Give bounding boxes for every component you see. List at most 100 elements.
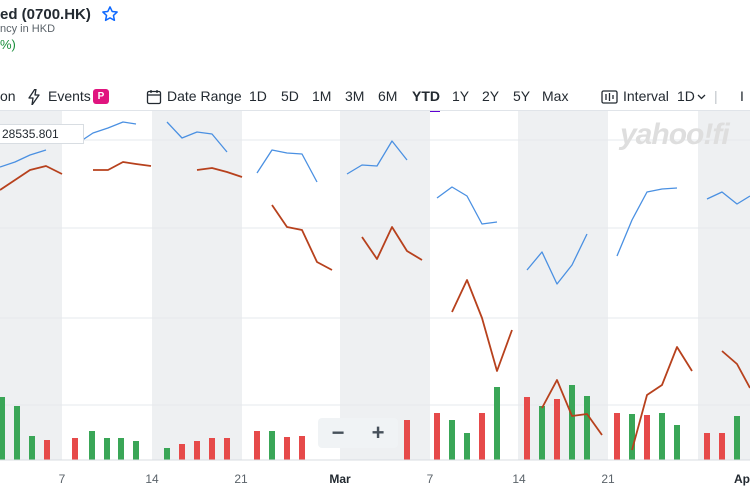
weekend-band: [152, 111, 242, 460]
lightning-icon: [28, 89, 40, 105]
comparison-line-segment: [196, 167, 243, 178]
volume-bar: [179, 444, 185, 460]
interval-label[interactable]: Interval: [623, 88, 669, 104]
stock-chart[interactable]: [0, 111, 750, 466]
range-max[interactable]: Max: [542, 88, 569, 104]
price-line-segment: [256, 149, 318, 183]
range-5d[interactable]: 5D: [281, 88, 299, 104]
crosshair-value-label: 28535.801: [0, 124, 84, 144]
date-range-button[interactable]: Date Range: [167, 88, 242, 104]
price-line-segment: [77, 121, 137, 144]
weekend-bands: [0, 111, 750, 460]
price-line-segment: [526, 233, 588, 285]
price-line-segment: [616, 187, 678, 257]
volume-bar: [704, 433, 710, 460]
weekend-band: [518, 111, 608, 460]
range-5y[interactable]: 5Y: [513, 88, 531, 104]
x-tick-label: 14: [512, 472, 526, 486]
candlestick-icon: [601, 90, 618, 104]
range-1d[interactable]: 1D: [249, 88, 267, 104]
zoom-controls: − +: [318, 418, 398, 448]
comparison-line-segment: [93, 161, 152, 171]
volume-bar: [734, 416, 740, 460]
grid-lines: [0, 139, 750, 406]
price-line-segment: [346, 140, 408, 175]
volume-bar: [299, 436, 305, 460]
comparison-line-segment: [721, 350, 750, 389]
volume-bar: [494, 387, 500, 460]
volume-bar: [209, 438, 215, 460]
volume-bar: [434, 413, 440, 460]
indicators-button[interactable]: I: [740, 88, 744, 104]
x-axis: 7 14 21 Mar 7 14 21 Ap: [0, 466, 750, 486]
range-ytd[interactable]: YTD: [412, 88, 440, 104]
volume-bar: [44, 440, 50, 460]
chart-toolbar: on Events P Date Range 1D 5D 1M 3M 6M YT…: [0, 84, 750, 112]
events-button[interactable]: Events: [48, 88, 91, 104]
volume-bar: [14, 406, 20, 460]
comparison-line-segment: [0, 165, 63, 191]
volume-bar: [89, 431, 95, 460]
premium-badge-icon: P: [93, 89, 109, 104]
volume-bar: [224, 438, 230, 460]
price-line-segment: [706, 191, 750, 205]
price-line-segment: [436, 186, 498, 225]
volume-bar: [569, 385, 575, 460]
volume-bar: [659, 413, 665, 460]
price-line-segment: [0, 149, 47, 168]
volume-bar: [674, 425, 680, 460]
volume-bar: [614, 413, 620, 460]
weekend-band: [340, 111, 430, 460]
zoom-in-button[interactable]: +: [371, 420, 385, 445]
volume-bar: [133, 441, 139, 460]
volume-bar: [554, 399, 560, 460]
volume-bar: [269, 431, 275, 460]
x-tick-label: Mar: [329, 472, 351, 486]
range-1y[interactable]: 1Y: [452, 88, 470, 104]
price-line-segment: [166, 121, 228, 153]
comparison-line-segment: [631, 346, 693, 451]
volume-bar: [644, 415, 650, 460]
weekend-band: [698, 111, 750, 460]
range-1m[interactable]: 1M: [312, 88, 332, 104]
x-tick-label: 7: [58, 472, 66, 486]
star-icon[interactable]: [101, 5, 119, 23]
volume-bar: [464, 433, 470, 460]
ticker-title: ed (0700.HK): [0, 5, 91, 23]
toolbar-separator: |: [714, 88, 718, 104]
volume-bar: [479, 413, 485, 460]
volume-bar: [539, 406, 545, 460]
volume-bar: [524, 397, 530, 460]
yahoo-finance-watermark: yahoo!fi: [620, 118, 730, 151]
comparison-line-segment: [451, 279, 513, 372]
interval-value[interactable]: 1D: [677, 88, 695, 104]
range-2y[interactable]: 2Y: [482, 88, 500, 104]
volume-bar: [118, 438, 124, 460]
volume-bar: [584, 396, 590, 460]
x-tick-label: 14: [145, 472, 159, 486]
zoom-out-button[interactable]: −: [331, 420, 345, 445]
calendar-icon: [146, 90, 162, 105]
chevron-down-icon[interactable]: [697, 94, 706, 100]
volume-bar: [0, 397, 5, 460]
volume-bar: [29, 436, 35, 460]
volume-bar: [284, 437, 290, 460]
range-6m[interactable]: 6M: [378, 88, 398, 104]
x-tick-label: 21: [601, 472, 615, 486]
comparison-line-segment: [271, 204, 333, 271]
price-lines: [0, 121, 750, 451]
x-tick-label: Ap: [734, 472, 750, 486]
toolbar-divider: [0, 110, 750, 111]
x-tick-label: 7: [426, 472, 434, 486]
volume-bar: [404, 420, 410, 460]
volume-bar: [629, 414, 635, 460]
change-percent: %): [0, 37, 16, 52]
volume-bar: [104, 438, 110, 460]
comparison-line-segment: [361, 226, 423, 261]
range-3m[interactable]: 3M: [345, 88, 365, 104]
volume-bar: [719, 433, 725, 460]
x-tick-label: 21: [234, 472, 248, 486]
volume-bar: [194, 441, 200, 460]
comparison-button[interactable]: on: [0, 88, 16, 104]
quote-header: ed (0700.HK): [0, 4, 119, 24]
